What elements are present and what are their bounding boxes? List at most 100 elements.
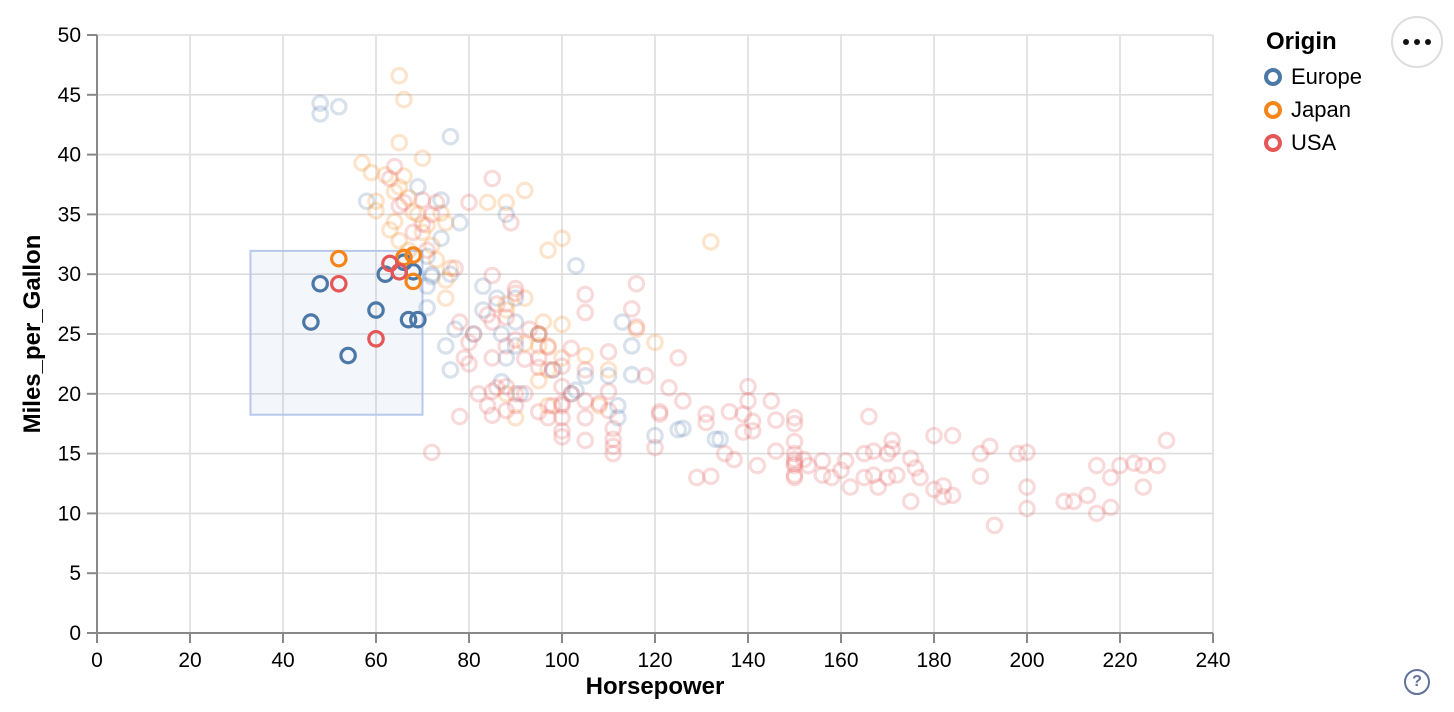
data-point-usa[interactable]: [1018, 443, 1036, 462]
data-point-usa[interactable]: [697, 413, 715, 432]
data-point-usa[interactable]: [855, 444, 874, 463]
data-point-europe[interactable]: [441, 265, 460, 283]
data-point-europe[interactable]: [646, 426, 664, 445]
data-point-europe[interactable]: [432, 229, 450, 248]
data-point-usa[interactable]: [553, 394, 571, 413]
data-point-usa[interactable]: [529, 349, 548, 367]
data-point-japan[interactable]: [534, 313, 553, 331]
data-point-japan[interactable]: [515, 334, 534, 353]
data-point-usa[interactable]: [497, 377, 515, 396]
data-point-usa[interactable]: [785, 432, 804, 451]
data-point-usa[interactable]: [604, 430, 622, 449]
data-point-europe[interactable]: [562, 384, 581, 403]
data-point-usa[interactable]: [464, 325, 483, 343]
data-point-usa[interactable]: [539, 408, 557, 427]
data-point-usa[interactable]: [515, 384, 534, 403]
data-point-usa[interactable]: [562, 339, 581, 358]
data-point-usa[interactable]: [329, 274, 348, 293]
data-point-europe[interactable]: [613, 313, 632, 331]
data-point-japan[interactable]: [362, 163, 381, 182]
data-point-usa[interactable]: [901, 492, 920, 511]
data-point-usa[interactable]: [785, 466, 804, 484]
data-point-usa[interactable]: [799, 456, 818, 475]
data-point-japan[interactable]: [390, 178, 409, 196]
data-point-usa[interactable]: [506, 279, 525, 298]
data-point-usa[interactable]: [906, 459, 925, 477]
data-point-japan[interactable]: [701, 233, 720, 251]
data-point-usa[interactable]: [739, 377, 757, 396]
data-point-usa[interactable]: [1125, 454, 1143, 472]
data-point-europe[interactable]: [339, 346, 357, 365]
data-point-usa[interactable]: [878, 444, 897, 463]
data-point-usa[interactable]: [636, 367, 655, 385]
data-point-japan[interactable]: [381, 221, 399, 239]
data-point-usa[interactable]: [427, 193, 446, 212]
data-point-usa[interactable]: [650, 402, 669, 421]
data-point-europe[interactable]: [492, 373, 511, 391]
data-point-usa[interactable]: [627, 318, 646, 336]
data-point-europe[interactable]: [357, 192, 376, 211]
data-point-japan[interactable]: [404, 246, 422, 264]
data-point-japan[interactable]: [404, 272, 422, 291]
data-point-usa[interactable]: [604, 444, 622, 463]
data-point-usa[interactable]: [543, 361, 562, 379]
data-point-usa[interactable]: [385, 157, 404, 176]
data-point-japan[interactable]: [385, 212, 404, 231]
data-point-usa[interactable]: [539, 338, 557, 356]
data-point-usa[interactable]: [460, 355, 478, 373]
data-point-usa[interactable]: [404, 223, 422, 242]
data-point-usa[interactable]: [590, 394, 608, 413]
data-point-europe[interactable]: [488, 289, 506, 307]
data-point-usa[interactable]: [390, 197, 409, 215]
data-point-usa[interactable]: [483, 349, 502, 367]
data-point-europe[interactable]: [711, 430, 729, 449]
data-point-usa[interactable]: [604, 419, 622, 438]
data-point-japan[interactable]: [422, 236, 441, 255]
data-point-japan[interactable]: [553, 349, 571, 367]
data-point-usa[interactable]: [529, 325, 548, 343]
data-point-usa[interactable]: [506, 331, 525, 349]
data-point-usa[interactable]: [785, 450, 804, 469]
data-point-usa[interactable]: [497, 337, 515, 355]
data-point-europe[interactable]: [432, 191, 450, 209]
data-point-usa[interactable]: [813, 451, 832, 470]
data-point-usa[interactable]: [543, 396, 562, 415]
data-point-europe[interactable]: [567, 381, 585, 400]
data-point-europe[interactable]: [622, 337, 641, 355]
data-point-usa[interactable]: [576, 431, 595, 450]
data-point-usa[interactable]: [1101, 468, 1120, 487]
data-point-japan[interactable]: [497, 193, 515, 212]
data-point-japan[interactable]: [576, 346, 595, 365]
data-point-usa[interactable]: [390, 263, 409, 281]
data-point-usa[interactable]: [450, 407, 469, 426]
data-point-europe[interactable]: [674, 419, 692, 438]
data-point-japan[interactable]: [497, 301, 515, 319]
data-point-japan[interactable]: [590, 396, 608, 415]
data-point-europe[interactable]: [329, 97, 348, 116]
data-point-usa[interactable]: [943, 426, 962, 445]
data-point-usa[interactable]: [413, 215, 432, 233]
data-point-usa[interactable]: [553, 428, 571, 446]
data-point-europe[interactable]: [311, 94, 329, 112]
data-point-usa[interactable]: [715, 444, 734, 463]
data-point-japan[interactable]: [436, 213, 455, 232]
data-point-japan[interactable]: [390, 133, 409, 152]
data-point-japan[interactable]: [515, 181, 534, 200]
data-point-usa[interactable]: [1134, 456, 1153, 475]
data-point-usa[interactable]: [469, 384, 488, 403]
data-point-usa[interactable]: [832, 461, 850, 480]
data-point-usa[interactable]: [650, 405, 669, 423]
data-point-usa[interactable]: [980, 437, 999, 456]
data-point-japan[interactable]: [515, 289, 534, 307]
data-point-usa[interactable]: [701, 467, 720, 486]
data-point-usa[interactable]: [785, 454, 804, 472]
data-point-usa[interactable]: [1018, 478, 1036, 496]
data-point-europe[interactable]: [506, 313, 525, 331]
data-point-usa[interactable]: [855, 468, 874, 487]
data-point-usa[interactable]: [813, 466, 832, 484]
data-point-europe[interactable]: [422, 267, 441, 286]
data-point-europe[interactable]: [474, 301, 492, 319]
data-point-usa[interactable]: [497, 308, 515, 327]
data-point-europe[interactable]: [506, 337, 525, 355]
data-point-usa[interactable]: [934, 487, 953, 506]
